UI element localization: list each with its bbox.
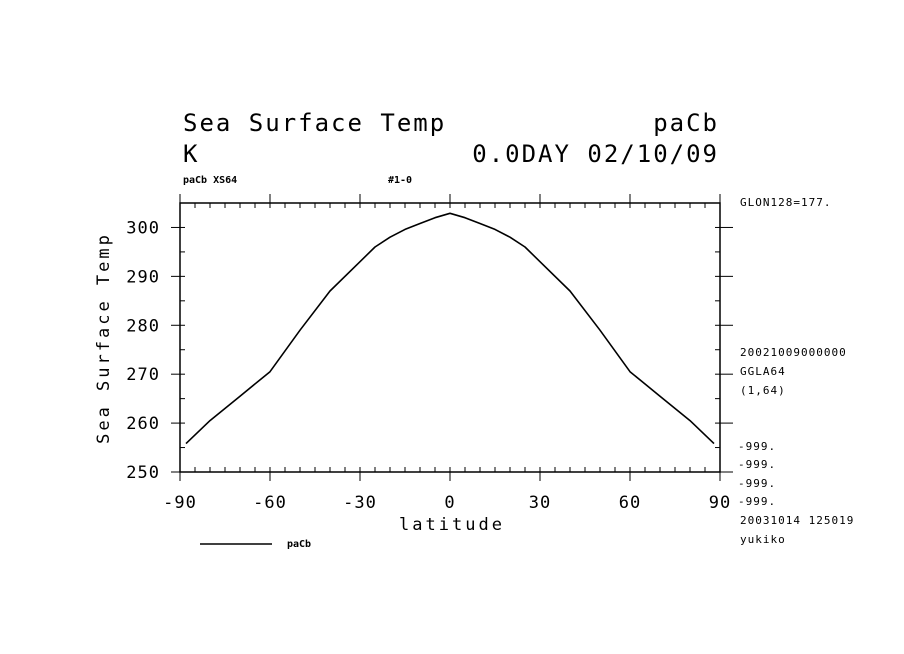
plot-frame [179,202,721,473]
chart-date-line: 0.0DAY 02/10/09 [472,140,719,168]
x-tick-label: 60 [619,493,641,513]
chart-title-right: paCb [653,109,719,137]
chart-sub-mid: #1-0 [388,175,412,186]
note-created: 20031014 125019 [740,514,854,527]
y-tick-label: 290 [126,267,160,287]
y-tick-label: 250 [126,463,160,483]
series-line-paCb [185,212,715,445]
x-tick-labels: -90 -60 -30 0 30 60 90 [163,493,731,513]
legend-label: paCb [287,539,311,550]
y-tick-label: 300 [126,218,160,238]
x-tick-label: 0 [444,493,455,513]
chart-units: K [183,140,199,168]
x-tick-label: -90 [163,493,197,513]
x-tick-label: -30 [343,493,377,513]
x-tick-label: -60 [253,493,287,513]
note-range: (1,64) [740,384,786,397]
x-axis-label: latitude [399,515,505,535]
chart-sub-left: paCb XS64 [183,175,237,186]
note-missing-3: -999. [738,477,776,490]
chart-title: Sea Surface Temp [183,109,446,137]
note-stamp: 20021009000000 [740,346,847,359]
note-user: yukiko [740,533,786,546]
note-missing-2: -999. [738,458,776,471]
note-grid: GGLA64 [740,365,786,378]
y-tick-labels: 250 260 270 280 290 300 [126,218,160,483]
x-tick-label: 90 [709,493,731,513]
series-lines [185,212,715,445]
x-tick-label: 30 [529,493,551,513]
note-missing-4: -999. [738,495,776,508]
y-axis-label: Sea Surface Temp [94,232,114,444]
y-tick-label: 270 [126,365,160,385]
note-glon: GLON128=177. [740,196,831,209]
y-tick-label: 260 [126,414,160,434]
axis-ticks [171,194,733,481]
y-tick-label: 280 [126,316,160,336]
note-missing-1: -999. [738,440,776,453]
